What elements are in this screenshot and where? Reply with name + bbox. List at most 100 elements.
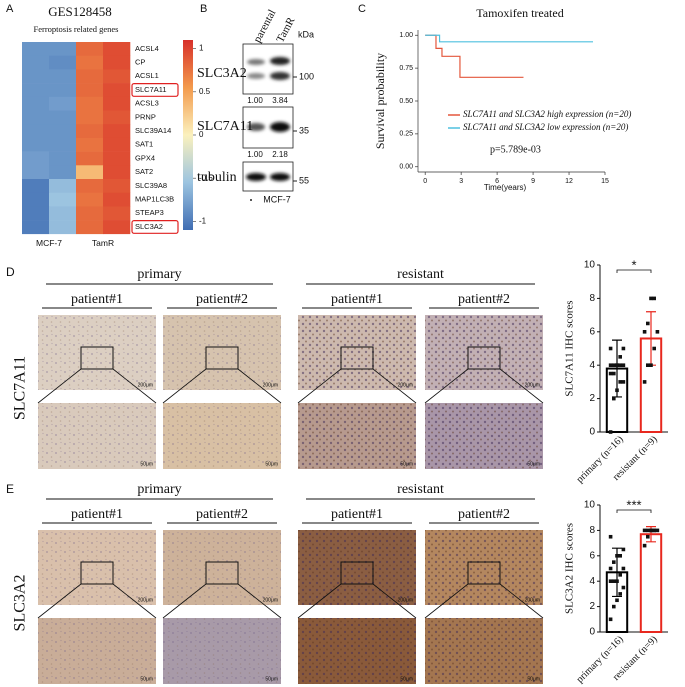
data-point [646, 363, 650, 367]
scale-label: 200μm [138, 597, 153, 603]
data-point [615, 598, 619, 603]
survival-curve [425, 34, 594, 43]
heatmap-cell [22, 96, 50, 111]
data-point [652, 528, 656, 533]
scale-label: 200μm [525, 597, 540, 603]
heatmap-cell [76, 69, 104, 84]
heatmap-cell [49, 179, 77, 193]
zoom-box [205, 561, 239, 585]
blot-band [270, 122, 290, 132]
data-point [615, 579, 619, 583]
data-point [642, 528, 647, 533]
legend-label: SLC7A11 and SLC3A2 low expression (n=20) [463, 122, 628, 132]
marker-label: 55 [299, 175, 309, 185]
data-point [615, 388, 619, 393]
scale-label: 50μm [140, 461, 153, 467]
lane-label: TamR [274, 15, 297, 45]
colorbar-tick-label: -1 [199, 216, 207, 225]
panel-label: C [358, 3, 366, 15]
heatmap-cell [76, 83, 104, 98]
highlight-box [131, 82, 179, 97]
gene-label: STEAP3 [135, 208, 164, 217]
data-point [608, 363, 613, 367]
ihc-texture [425, 530, 543, 605]
gene-label: SLC7A11 [135, 85, 167, 94]
legend-label: SLC7A11 and SLC3A2 high expression (n=20… [463, 109, 631, 119]
gene-label: SAT2 [135, 167, 153, 176]
marker-label: 100 [299, 71, 314, 81]
heatmap-cell [49, 206, 77, 221]
data-point [649, 363, 653, 367]
heatmap-cell [22, 42, 50, 56]
data-point [655, 330, 660, 334]
heatmap-cell [49, 220, 77, 235]
ihc-texture [298, 315, 416, 390]
protein-label: tubulin [197, 170, 237, 185]
heatmap-title: GES128458 [48, 4, 112, 19]
significance-label: * [631, 257, 636, 272]
y-tick-label: 10 [584, 260, 596, 271]
scale-label: 200μm [398, 597, 413, 603]
heatmap-cell [103, 96, 131, 111]
data-point [612, 579, 616, 583]
data-point [652, 296, 656, 301]
x-tick-label: 6 [495, 178, 499, 185]
data-point [649, 528, 653, 533]
heatmap-cell [103, 206, 131, 221]
heatmap-cell [49, 124, 77, 139]
data-point [608, 430, 613, 434]
blot-band [247, 59, 265, 65]
heatmap-cell [22, 55, 50, 70]
heatmap-cell [76, 110, 104, 125]
quant-label: 1.00 [247, 96, 263, 105]
y-axis-title: Survival probability [373, 53, 387, 149]
colorbar-tick-label: 0.5 [199, 87, 211, 96]
zoom-line [499, 368, 544, 404]
zoom-line [112, 583, 157, 619]
y-tick-label: 10 [584, 500, 596, 511]
ihc-texture [38, 403, 156, 469]
zoom-line [499, 583, 544, 619]
data-point [612, 560, 616, 564]
scale-label: 200μm [138, 382, 153, 388]
scale-label: 50μm [140, 676, 153, 682]
panel-label: D [6, 265, 15, 279]
heatmap-cell [49, 165, 77, 180]
data-point [615, 363, 619, 367]
heatmap-cell [49, 42, 77, 56]
scale-label: 50μm [527, 676, 540, 682]
data-point [612, 604, 616, 609]
patient-label: patient#2 [196, 292, 248, 307]
heatmap-cell [22, 83, 50, 98]
marker-label: 35 [299, 125, 309, 135]
zoom-line [372, 368, 417, 404]
zoom-line [237, 583, 282, 619]
quant-label: 2.18 [272, 150, 288, 159]
quant-label: 3.84 [272, 96, 288, 105]
quant-label: 1.00 [247, 150, 263, 159]
heatmap-cell [49, 151, 77, 166]
x-tick-label: 9 [531, 178, 535, 185]
gene-label: GPX4 [135, 153, 155, 162]
patient-label: patient#2 [196, 507, 248, 522]
ihc-texture [298, 530, 416, 605]
zoom-box [340, 346, 374, 370]
data-point [646, 534, 650, 539]
marker-label: SLC7A11 [12, 356, 29, 420]
y-tick-label: 6 [589, 326, 595, 337]
x-tick-label: 3 [459, 178, 463, 185]
patient-label: patient#2 [458, 507, 510, 522]
annotation: p=5.789e-03 [490, 144, 541, 155]
heatmap-subtitle: Ferroptosis related genes [34, 24, 119, 34]
zoom-box [467, 561, 501, 585]
heatmap-cell [22, 220, 50, 235]
gene-label: SLC3A2 [135, 222, 163, 231]
heatmap-cell [76, 124, 104, 139]
heatmap-cell [76, 165, 104, 180]
data-point [646, 321, 650, 326]
x-tick-label: 0 [423, 178, 427, 185]
protein-label: SLC7A11 [197, 119, 253, 134]
scale-label: 50μm [527, 461, 540, 467]
x-tick-label: 15 [601, 178, 609, 185]
